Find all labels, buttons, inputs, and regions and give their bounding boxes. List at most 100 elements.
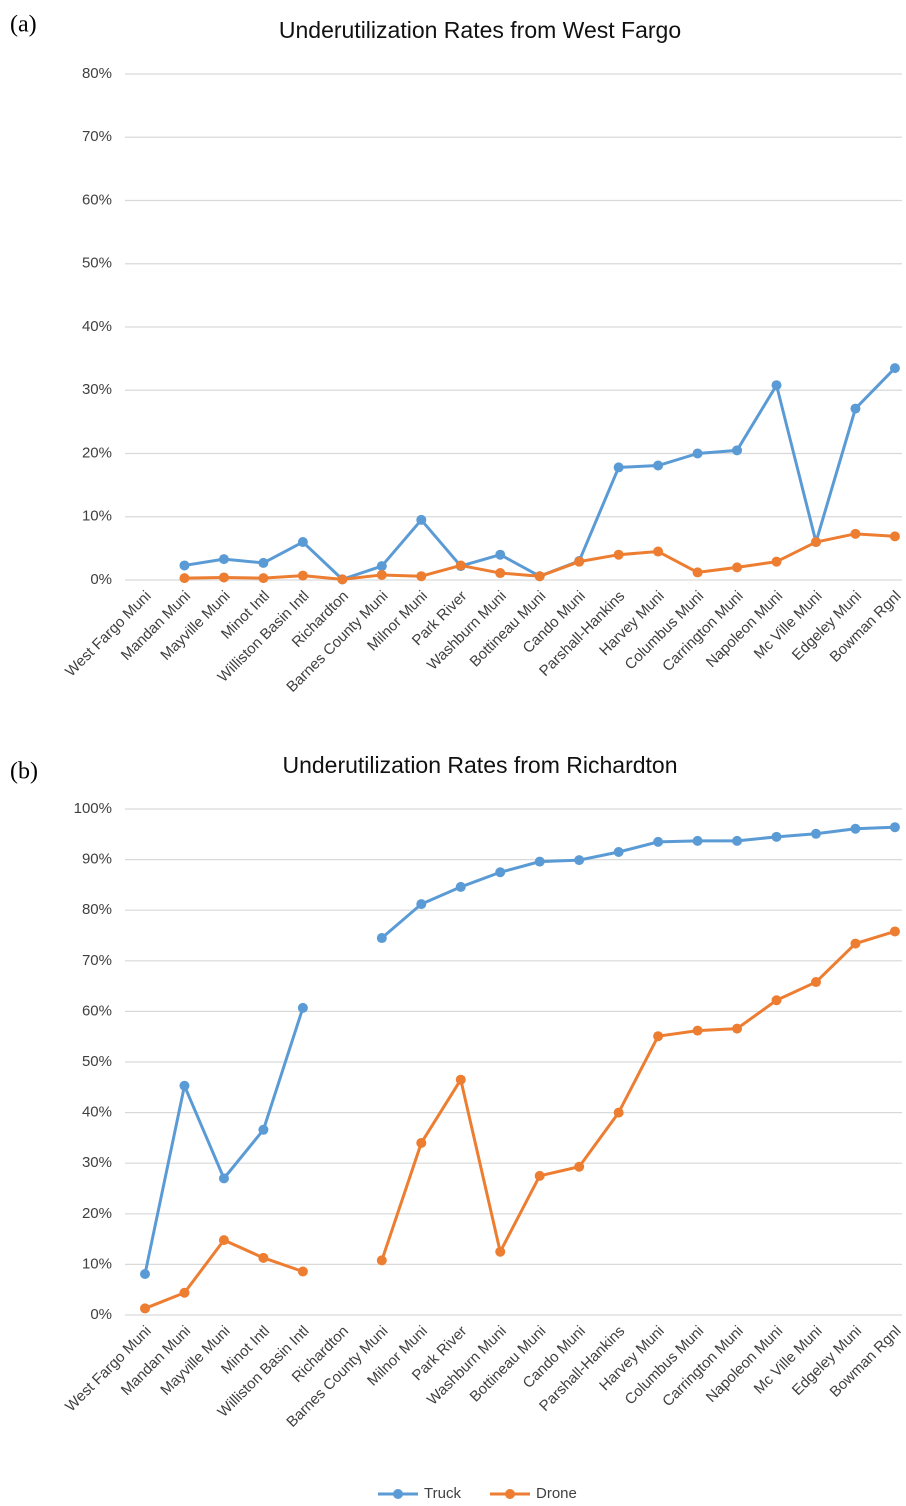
point xyxy=(732,445,743,456)
point xyxy=(258,557,269,568)
y-tick-label: 40% xyxy=(82,318,112,335)
point xyxy=(258,573,269,584)
point xyxy=(771,556,782,567)
point xyxy=(889,363,900,374)
point xyxy=(218,572,229,583)
point xyxy=(495,549,506,560)
point xyxy=(495,1246,506,1257)
y-tick-label: 50% xyxy=(82,1053,112,1070)
point xyxy=(218,1173,229,1184)
point xyxy=(850,938,861,949)
point xyxy=(455,881,466,892)
point xyxy=(692,567,703,578)
point xyxy=(179,560,190,571)
point xyxy=(613,1107,624,1118)
point xyxy=(613,462,624,473)
y-tick-label: 0% xyxy=(90,571,112,588)
y-tick-label: 100% xyxy=(74,800,112,817)
point xyxy=(850,528,861,539)
legend-marker xyxy=(393,1489,403,1499)
series-line: Truck xyxy=(143,825,895,1275)
point xyxy=(653,460,664,471)
y-tick-label: 20% xyxy=(82,1205,112,1222)
point xyxy=(771,831,782,842)
point xyxy=(140,1303,150,1314)
point xyxy=(416,571,427,582)
point xyxy=(613,549,624,560)
point xyxy=(534,856,545,867)
point xyxy=(653,1031,664,1042)
point xyxy=(692,1025,703,1036)
series-line: Truck xyxy=(184,367,897,581)
y-tick-label: 60% xyxy=(82,191,112,208)
legend-marker xyxy=(505,1489,515,1499)
legend-label: Drone xyxy=(536,1485,577,1502)
point xyxy=(653,836,664,847)
point xyxy=(653,546,664,557)
y-tick-label: 80% xyxy=(82,65,112,82)
y-tick-label: 50% xyxy=(82,255,112,272)
point xyxy=(455,560,466,571)
point xyxy=(258,1252,269,1263)
point xyxy=(692,448,703,459)
y-tick-label: 80% xyxy=(82,901,112,918)
point xyxy=(889,822,900,833)
point xyxy=(179,1080,190,1091)
point xyxy=(771,995,782,1006)
point xyxy=(574,1161,585,1172)
point xyxy=(534,1170,545,1181)
y-tick-label: 70% xyxy=(82,952,112,969)
point xyxy=(179,573,190,584)
point xyxy=(495,568,506,579)
point xyxy=(297,570,308,581)
point xyxy=(297,1266,308,1277)
point xyxy=(692,835,703,846)
point xyxy=(376,561,387,572)
y-tick-label: 30% xyxy=(82,381,112,398)
point xyxy=(771,380,782,391)
point xyxy=(258,1124,269,1135)
chart-title: Underutilization Rates from West Fargo xyxy=(279,17,681,43)
point xyxy=(889,531,900,542)
point xyxy=(297,1002,308,1013)
point xyxy=(495,867,506,878)
point xyxy=(297,537,308,548)
y-tick-label: 10% xyxy=(82,1255,112,1272)
series-line: Drone xyxy=(144,930,896,1310)
point xyxy=(218,554,229,565)
y-tick-label: 10% xyxy=(82,508,112,525)
x-tick-label: Bowman Rgnl xyxy=(827,588,905,666)
point xyxy=(850,823,861,834)
y-tick-label: 70% xyxy=(82,128,112,145)
point xyxy=(574,556,585,567)
y-tick-label: 60% xyxy=(82,1002,112,1019)
point xyxy=(732,562,743,573)
point xyxy=(889,926,900,937)
y-tick-label: 90% xyxy=(82,851,112,868)
point xyxy=(416,514,427,525)
point xyxy=(140,1269,150,1280)
point xyxy=(574,855,585,866)
y-tick-label: 30% xyxy=(82,1154,112,1171)
point xyxy=(732,835,743,846)
point xyxy=(376,933,387,944)
point xyxy=(455,1074,466,1085)
point xyxy=(179,1287,190,1298)
chart-title: Underutilization Rates from Richardton xyxy=(282,752,677,778)
panel-label: (a) xyxy=(10,12,37,38)
point xyxy=(732,1023,743,1034)
y-tick-label: 0% xyxy=(90,1306,112,1323)
x-tick-label: Bowman Rgnl xyxy=(827,1323,905,1401)
panel-label: (b) xyxy=(10,759,38,785)
y-tick-label: 20% xyxy=(82,444,112,461)
point xyxy=(613,847,624,858)
point xyxy=(534,571,545,582)
point xyxy=(810,537,821,548)
point xyxy=(810,977,821,988)
point xyxy=(218,1235,229,1246)
point xyxy=(850,403,861,414)
point xyxy=(376,569,387,580)
point xyxy=(337,574,348,585)
y-tick-label: 40% xyxy=(82,1104,112,1121)
